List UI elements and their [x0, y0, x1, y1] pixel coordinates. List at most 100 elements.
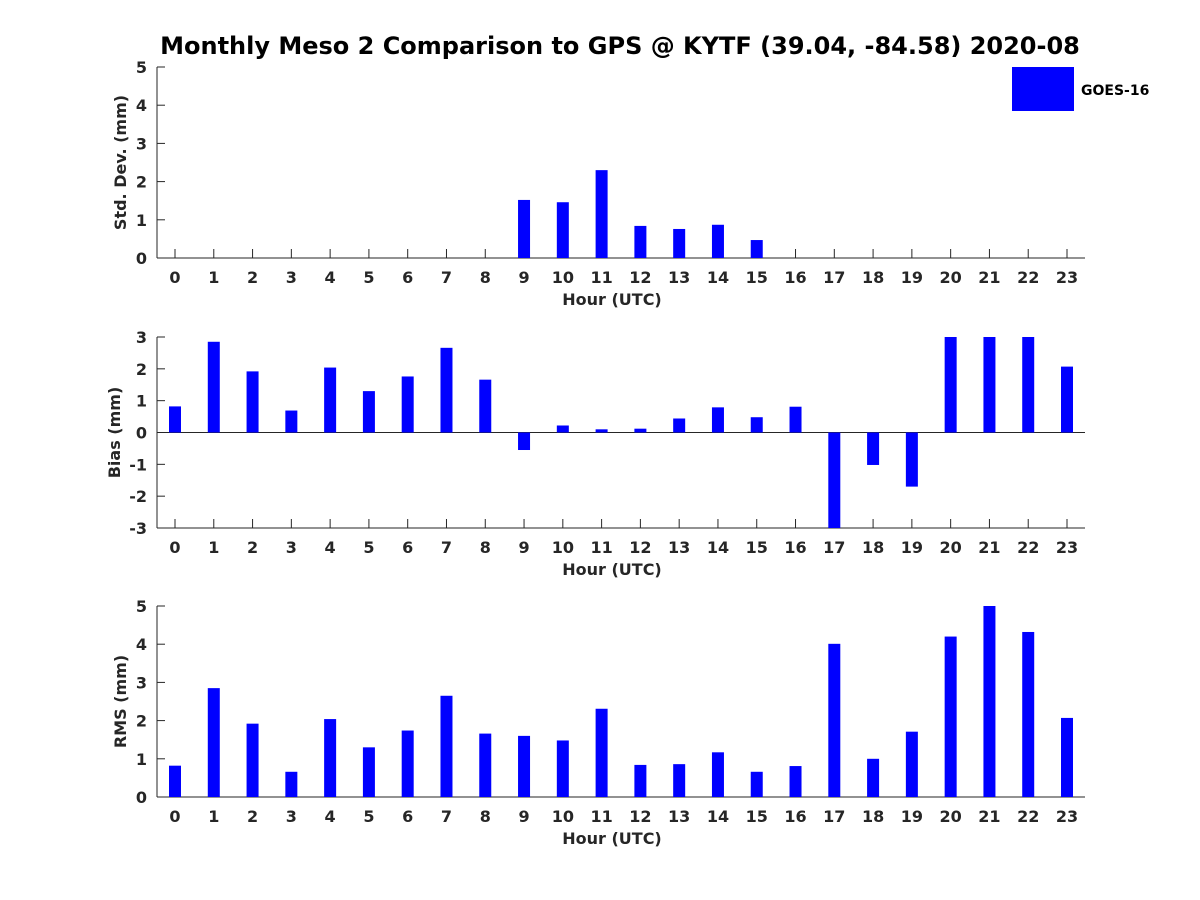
- x-tick-label: 4: [325, 538, 336, 557]
- legend-label: GOES-16: [1081, 83, 1149, 99]
- x-tick-label: 23: [1056, 538, 1078, 557]
- y-tick-label: 2: [136, 173, 147, 192]
- bar-hour-8: [479, 733, 492, 797]
- x-tick-label: 0: [169, 807, 180, 826]
- bar-hour-3: [285, 410, 298, 433]
- bar-hour-23: [1061, 717, 1073, 797]
- x-tick-label: 23: [1056, 807, 1078, 826]
- x-tick-label: 9: [518, 807, 529, 826]
- x-tick-label: 3: [286, 807, 297, 826]
- x-tick-label: 3: [286, 268, 297, 287]
- legend: GOES-16: [1012, 67, 1149, 111]
- bar-hour-15: [750, 240, 763, 258]
- x-tick-label: 6: [402, 268, 413, 287]
- x-tick-label: 12: [629, 268, 651, 287]
- x-tick-label: 22: [1017, 538, 1039, 557]
- bar-hour-23: [1061, 366, 1073, 433]
- x-tick-label: 11: [590, 268, 612, 287]
- y-tick-label: 5: [136, 58, 147, 77]
- x-tick-label: 14: [707, 807, 729, 826]
- x-tick-label: 13: [668, 807, 690, 826]
- y-tick-label: -3: [129, 519, 147, 538]
- x-tick-label: 3: [286, 538, 297, 557]
- bar-hour-10: [556, 202, 569, 258]
- x-tick-label: 14: [707, 538, 729, 557]
- bar-hour-10: [556, 740, 569, 797]
- y-tick-label: 4: [136, 96, 147, 115]
- x-tick-label: 5: [363, 807, 374, 826]
- y-axis-label: RMS (mm): [111, 655, 130, 748]
- bar-hour-16: [789, 406, 802, 433]
- bar-hour-5: [362, 391, 375, 433]
- x-tick-label: 13: [668, 538, 690, 557]
- x-tick-label: 6: [402, 538, 413, 557]
- x-tick-label: 16: [784, 538, 806, 557]
- y-tick-label: 0: [136, 788, 147, 807]
- bar-hour-9: [518, 199, 531, 258]
- x-tick-label: 6: [402, 807, 413, 826]
- x-tick-label: 10: [552, 807, 574, 826]
- x-tick-label: 1: [208, 538, 219, 557]
- x-tick-label: 15: [746, 538, 768, 557]
- x-tick-label: 1: [208, 268, 219, 287]
- x-tick-label: 18: [862, 807, 884, 826]
- bar-hour-11: [595, 429, 608, 433]
- bar-hour-12: [634, 764, 647, 797]
- bar-hour-1: [207, 341, 220, 433]
- bar-hour-22: [1022, 631, 1035, 797]
- x-tick-label: 10: [552, 538, 574, 557]
- bar-hour-11: [595, 708, 608, 797]
- bar-hour-11: [595, 170, 608, 258]
- x-tick-label: 7: [441, 538, 452, 557]
- y-axis-label: Bias (mm): [105, 387, 124, 479]
- bar-hour-21: [983, 606, 996, 797]
- bar-hour-17: [828, 643, 841, 797]
- y-tick-label: 1: [136, 211, 147, 230]
- bar-hour-2: [246, 723, 259, 797]
- x-tick-label: 8: [480, 538, 491, 557]
- x-tick-label: 20: [940, 807, 962, 826]
- x-tick-label: 16: [784, 807, 806, 826]
- bar-hour-13: [673, 764, 686, 797]
- x-tick-label: 1: [208, 807, 219, 826]
- x-tick-label: 2: [247, 807, 258, 826]
- x-tick-label: 9: [518, 268, 529, 287]
- x-tick-label: 13: [668, 268, 690, 287]
- x-tick-label: 0: [169, 268, 180, 287]
- x-tick-label: 15: [746, 268, 768, 287]
- bar-hour-9: [518, 735, 531, 797]
- bar-hour-4: [324, 719, 337, 797]
- x-tick-label: 12: [629, 807, 651, 826]
- bar-hour-0: [169, 765, 181, 797]
- y-tick-label: 3: [136, 673, 147, 692]
- bar-hour-4: [324, 367, 337, 433]
- bar-hour-22: [1022, 337, 1035, 433]
- x-tick-label: 2: [247, 268, 258, 287]
- bar-hour-6: [401, 730, 414, 797]
- x-tick-label: 17: [823, 268, 845, 287]
- bar-hour-17: [828, 432, 841, 528]
- x-tick-label: 17: [823, 538, 845, 557]
- x-axis-label: Hour (UTC): [562, 290, 662, 309]
- y-tick-label: 3: [136, 134, 147, 153]
- x-tick-label: 20: [940, 268, 962, 287]
- bar-hour-14: [711, 224, 724, 258]
- bar-hour-14: [711, 752, 724, 797]
- bar-hour-6: [401, 376, 414, 433]
- x-tick-label: 18: [862, 268, 884, 287]
- x-tick-label: 0: [169, 538, 180, 557]
- y-tick-label: 2: [136, 360, 147, 379]
- y-tick-label: 4: [136, 635, 147, 654]
- y-tick-label: -2: [129, 487, 147, 506]
- y-tick-label: 5: [136, 597, 147, 616]
- y-tick-label: -1: [129, 455, 147, 474]
- y-tick-label: 2: [136, 712, 147, 731]
- y-tick-label: 0: [136, 249, 147, 268]
- bar-hour-0: [169, 406, 181, 433]
- bar-hour-14: [711, 407, 724, 433]
- x-tick-label: 19: [901, 538, 923, 557]
- bar-hour-8: [479, 379, 492, 433]
- y-tick-label: 3: [136, 328, 147, 347]
- x-tick-label: 10: [552, 268, 574, 287]
